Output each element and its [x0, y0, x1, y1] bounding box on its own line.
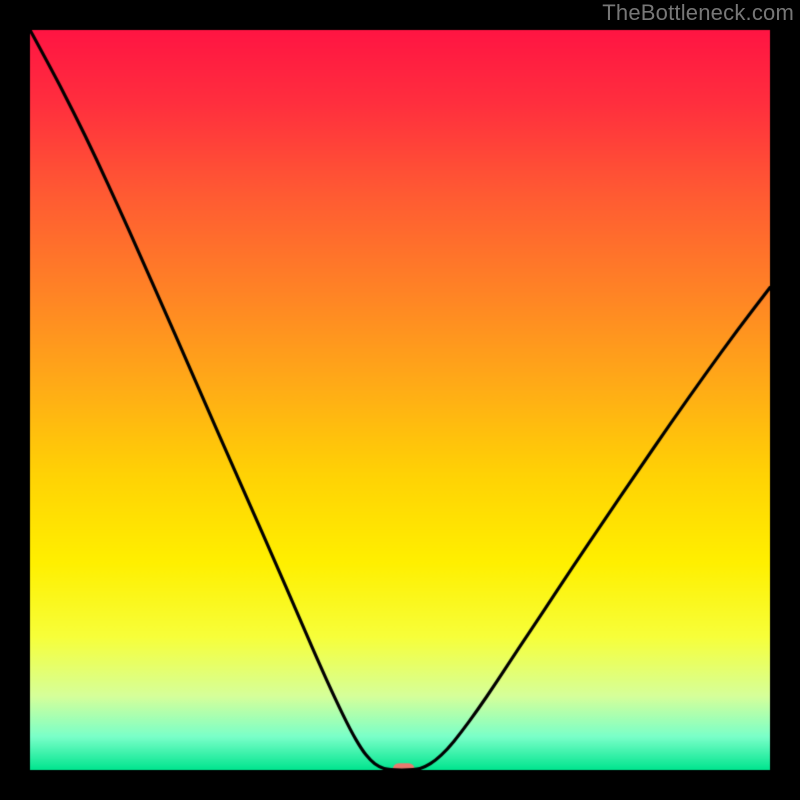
- attribution-label: TheBottleneck.com: [602, 0, 794, 26]
- bottleneck-chart-canvas: [0, 0, 800, 800]
- chart-root: TheBottleneck.com: [0, 0, 800, 800]
